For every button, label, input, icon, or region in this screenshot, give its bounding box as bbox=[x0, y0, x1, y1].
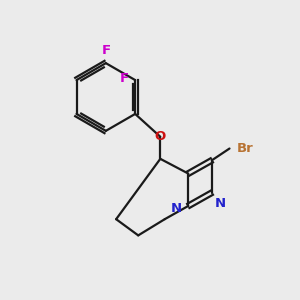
Text: O: O bbox=[155, 130, 166, 143]
Text: N: N bbox=[215, 197, 226, 210]
Text: F: F bbox=[120, 72, 129, 85]
Text: F: F bbox=[101, 44, 110, 57]
Text: N: N bbox=[171, 202, 182, 215]
Text: Br: Br bbox=[237, 142, 253, 155]
